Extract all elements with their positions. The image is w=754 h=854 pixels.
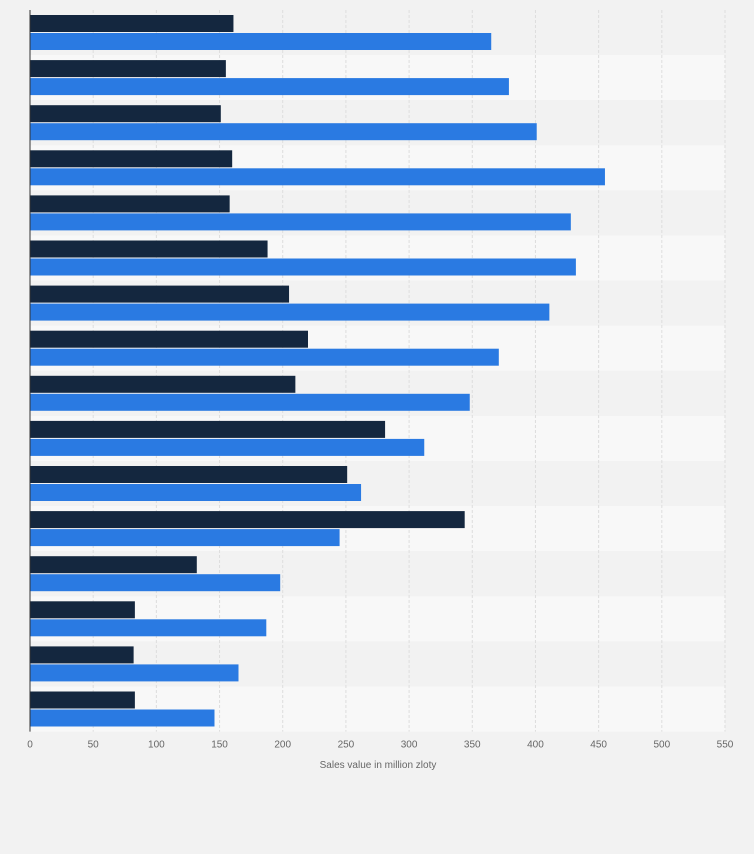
bar-series-1 <box>30 195 230 213</box>
x-tick-label: 200 <box>274 740 291 751</box>
bar-series-2 <box>30 529 340 547</box>
x-tick-label: 450 <box>590 740 607 751</box>
x-axis-ticks: 0 50 100 150 200 250 300 350 400 450 500 550 <box>27 740 734 751</box>
x-tick-label: 0 <box>27 740 33 751</box>
x-tick-label: 350 <box>464 740 481 751</box>
bar-series-1 <box>30 556 197 574</box>
bar-series-2 <box>30 258 576 276</box>
bar-series-2 <box>30 123 537 141</box>
x-tick-label: 250 <box>338 740 355 751</box>
bar-series-2 <box>30 709 215 727</box>
x-tick-label: 50 <box>88 740 100 751</box>
x-tick-label: 150 <box>211 740 228 751</box>
bar-series-1 <box>30 15 234 32</box>
bar-series-1 <box>30 150 233 168</box>
x-tick-label: 550 <box>717 740 734 751</box>
x-axis-label: Sales value in million zloty <box>320 760 437 771</box>
bar-series-1 <box>30 330 308 348</box>
bar-series-2 <box>30 33 492 50</box>
bar-series-2 <box>30 664 239 682</box>
bar-series-1 <box>30 420 386 438</box>
bar-series-1 <box>30 240 268 258</box>
bar-series-1 <box>30 375 296 393</box>
bar-series-2 <box>30 78 509 96</box>
bar-series-1 <box>30 285 290 303</box>
bar-series-2 <box>30 168 605 186</box>
bar-series-2 <box>30 619 267 637</box>
x-tick-label: 400 <box>527 740 544 751</box>
bar-series-2 <box>30 213 571 231</box>
bar-series-1 <box>30 466 348 483</box>
bar-series-1 <box>30 511 465 529</box>
x-tick-label: 300 <box>401 740 418 751</box>
bar-series-2 <box>30 348 499 366</box>
bar-series-2 <box>30 574 281 592</box>
bar-series-1 <box>30 691 135 709</box>
bar-series-1 <box>30 105 221 123</box>
bar-series-1 <box>30 646 134 664</box>
x-tick-label: 500 <box>653 740 670 751</box>
bar-series-2 <box>30 484 362 501</box>
x-tick-label: 100 <box>148 740 165 751</box>
bars-group <box>30 15 605 727</box>
bar-series-1 <box>30 601 135 619</box>
bar-series-2 <box>30 393 470 411</box>
bar-series-2 <box>30 303 550 321</box>
bar-series-2 <box>30 438 425 456</box>
bar-series-1 <box>30 60 226 78</box>
